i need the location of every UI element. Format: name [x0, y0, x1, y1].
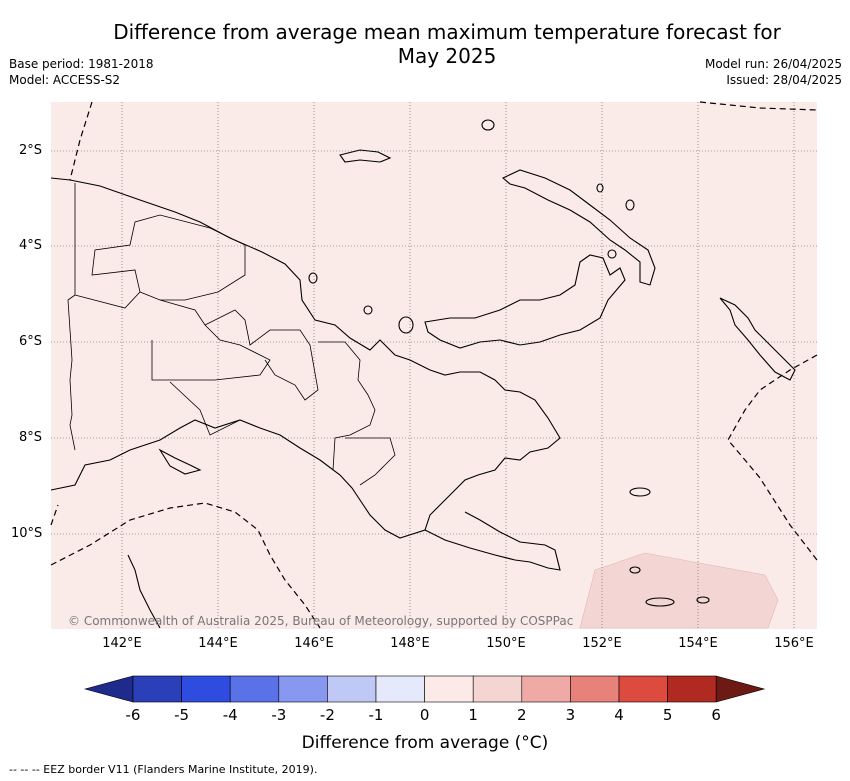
colorbar-tick-label: -2 — [319, 706, 335, 724]
coastlines — [50, 119, 796, 629]
anomaly-background — [51, 102, 817, 629]
eez-borders — [50, 101, 818, 629]
lat-label: 10°S — [11, 526, 43, 541]
model-run: Model run: 26/04/2025 — [704, 57, 842, 71]
colorbar-tick-label: -3 — [271, 706, 287, 724]
colorbar-bin — [229, 675, 280, 703]
lon-label: 152°E — [582, 636, 622, 651]
colorbar-bin — [132, 675, 182, 703]
colorbar-bin — [521, 675, 571, 703]
colorbar-bin — [424, 675, 474, 703]
gridlines — [51, 102, 817, 629]
issued-date: Issued: 28/04/2025 — [726, 73, 842, 87]
colorbar-tick-label: 6 — [711, 706, 721, 724]
eez-legend-note: -- -- -- EEZ border V11 (Flanders Marine… — [9, 763, 318, 776]
base-period: Base period: 1981-2018 — [9, 57, 154, 71]
colorbar-bin — [278, 675, 328, 703]
meta-right: Model run: 26/04/2025 Issued: 28/04/2025 — [705, 56, 842, 88]
lon-label: 142°E — [102, 636, 142, 651]
lat-label: 4°S — [19, 238, 43, 253]
colorbar-label: Difference from average (°C) — [301, 733, 549, 753]
colorbar-tick-label: -5 — [174, 706, 190, 724]
colorbar-tick-label: -6 — [125, 706, 141, 724]
colorbar-bin — [618, 675, 668, 703]
colorbar-bin — [375, 675, 425, 703]
meta-left: Base period: 1981-2018 Model: ACCESS-S2 — [9, 56, 154, 88]
lat-label: 2°S — [19, 143, 43, 158]
copyright-notice: © Commonwealth of Australia 2025, Bureau… — [68, 614, 574, 628]
model-name: Model: ACCESS-S2 — [9, 73, 121, 87]
title-line-1: Difference from average mean maximum tem… — [113, 20, 781, 44]
colorbar-tick-label: 3 — [565, 706, 576, 724]
colorbar-extend-high — [715, 675, 766, 703]
colorbar-bin — [570, 675, 620, 703]
colorbar-tick-label: 1 — [468, 706, 478, 724]
lon-label: 146°E — [294, 636, 334, 651]
colorbar-bin — [327, 675, 377, 703]
colorbar-bin — [181, 675, 231, 703]
colorbar-tick-label: -4 — [222, 706, 238, 724]
title-line-2: May 2025 — [397, 44, 497, 68]
lat-label: 6°S — [19, 334, 43, 349]
colorbar-tick-label: 0 — [419, 706, 430, 724]
lon-label: 148°E — [390, 636, 430, 651]
provincial-borders — [67, 183, 396, 486]
colorbar-extend-low — [83, 675, 134, 703]
lon-label: 144°E — [198, 636, 238, 651]
colorbar-tick-label: 2 — [517, 706, 527, 724]
colorbar — [83, 675, 766, 703]
warm-anomaly-region — [579, 552, 779, 629]
chart-title: Difference from average mean maximum tem… — [0, 20, 850, 68]
colorbar-tick-label: 4 — [614, 706, 624, 724]
lon-label: 154°E — [678, 636, 718, 651]
map-panel — [50, 101, 818, 629]
colorbar-tick-label: 5 — [662, 706, 673, 724]
colorbar-tick-label: -1 — [368, 706, 384, 724]
colorbar-bin — [472, 675, 523, 703]
lon-label: 156°E — [774, 636, 814, 651]
colorbar-bin — [667, 675, 717, 703]
lat-label: 8°S — [19, 430, 43, 445]
lon-label: 150°E — [486, 636, 526, 651]
